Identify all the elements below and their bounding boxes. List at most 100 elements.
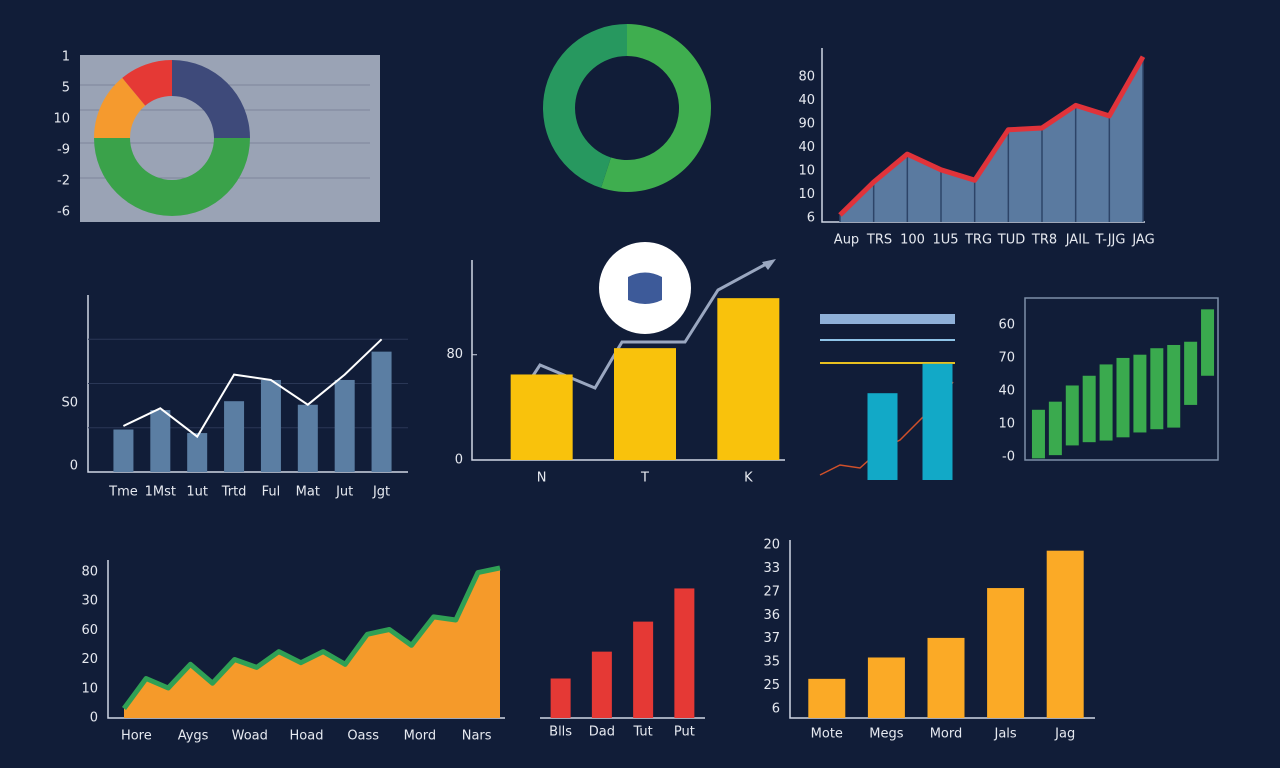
- y-axis-label: 10: [798, 164, 815, 179]
- y-axis-label: 40: [798, 93, 815, 108]
- y-axis-label: 0: [70, 459, 78, 474]
- bar: [334, 379, 355, 472]
- y-axis-label: 27: [763, 584, 780, 599]
- x-tick-label: Put: [674, 725, 695, 740]
- bar: [371, 351, 392, 472]
- y-axis-label: -9: [57, 143, 70, 158]
- y-tick-label: 80: [446, 347, 463, 362]
- y-axis-label: 10: [53, 112, 70, 127]
- y-axis-label: 37: [763, 631, 780, 646]
- x-tick-label: JAIL: [1065, 233, 1090, 248]
- bar: [674, 588, 695, 718]
- x-tick-label: Jag: [1054, 727, 1075, 742]
- x-tick-label: Mote: [811, 727, 843, 742]
- bar: [614, 348, 676, 460]
- range-bar: [1167, 344, 1181, 428]
- donut-segment: [542, 23, 627, 188]
- area: [840, 56, 1143, 223]
- donut-segment: [94, 138, 250, 216]
- range-bar: [1048, 401, 1062, 456]
- bar: [550, 678, 571, 718]
- line: [122, 338, 383, 439]
- y-axis-label: 6: [807, 211, 815, 226]
- x-tick-label: Hoad: [290, 729, 324, 744]
- y-axis-label: 20: [763, 538, 780, 553]
- x-tick-label: 1U5: [932, 233, 958, 248]
- range-bar: [1082, 375, 1096, 443]
- x-tick-label: Tut: [632, 725, 652, 740]
- bar: [922, 363, 953, 480]
- y-axis-label: 80: [798, 70, 815, 85]
- y-axis-label: 36: [763, 608, 780, 623]
- x-tick-label: N: [537, 471, 547, 486]
- bar: [591, 651, 612, 718]
- x-tick-label: Megs: [869, 727, 903, 742]
- x-tick-label: TUD: [997, 233, 1025, 248]
- x-tick-label: 1ut: [186, 485, 208, 500]
- y-axis-label: 10: [81, 681, 98, 696]
- y-axis-label: 25: [763, 678, 780, 693]
- icon: [628, 272, 662, 304]
- x-tick-label: Dad: [589, 725, 615, 740]
- line: [121, 565, 501, 710]
- y-axis-label: 6: [772, 702, 780, 717]
- bar: [1046, 550, 1084, 718]
- panel-box: [1024, 297, 1219, 461]
- bar: [297, 404, 318, 472]
- x-tick-label: Woad: [232, 729, 268, 744]
- donut-segment: [122, 60, 172, 106]
- bar: [867, 393, 898, 480]
- y-axis-label: 5: [62, 81, 70, 96]
- x-tick-label: T-JJG: [1095, 233, 1126, 248]
- range-bar: [1099, 364, 1113, 441]
- x-tick-label: Mord: [404, 729, 437, 744]
- x-tick-label: Tme: [108, 485, 138, 500]
- range-bar: [1065, 385, 1079, 446]
- bar: [867, 657, 905, 718]
- donut-segment: [601, 24, 711, 193]
- arrow-head: [762, 259, 776, 270]
- y-axis-label: -2: [57, 174, 70, 189]
- y-axis-label: 80: [81, 565, 98, 580]
- x-tick-label: Jals: [994, 727, 1017, 742]
- bar: [808, 678, 846, 718]
- x-tick-label: TRG: [964, 233, 992, 248]
- bar: [717, 298, 780, 460]
- x-tick-label: Aup: [834, 233, 859, 248]
- x-tick-label: Hore: [121, 729, 152, 744]
- y-axis-label: 30: [81, 594, 98, 609]
- bar: [927, 637, 965, 718]
- bar: [113, 429, 134, 472]
- y-axis-label: 60: [81, 623, 98, 638]
- decor-bar: [820, 314, 955, 324]
- range-bar: [1184, 341, 1198, 405]
- y-axis-label: S0: [61, 396, 78, 411]
- x-tick-label: 1Mst: [145, 485, 176, 500]
- y-axis-label: 70: [998, 351, 1015, 366]
- y-axis-label: 60: [998, 318, 1015, 333]
- y-tick-label: 0: [455, 453, 463, 468]
- trend-arrow: [515, 261, 769, 401]
- y-axis-label: 10: [998, 417, 1015, 432]
- x-tick-label: Mord: [930, 727, 963, 742]
- range-bar: [1133, 354, 1147, 433]
- y-axis-label: 35: [763, 655, 780, 670]
- range-bar: [1031, 409, 1045, 459]
- bar: [187, 433, 208, 472]
- y-axis-label: 40: [798, 140, 815, 155]
- x-tick-label: Oass: [347, 729, 379, 744]
- bar: [224, 401, 245, 472]
- x-tick-label: JAG: [1131, 233, 1154, 248]
- y-axis-label: -0: [1002, 450, 1015, 465]
- x-tick-label: TRS: [866, 233, 892, 248]
- y-axis-label: 33: [763, 561, 780, 576]
- x-tick-label: Mat: [296, 485, 320, 500]
- x-tick-label: Aygs: [178, 729, 209, 744]
- x-tick-label: Jgt: [372, 485, 390, 500]
- range-bar: [1150, 348, 1164, 430]
- range-bar: [1201, 309, 1215, 376]
- x-tick-label: 100: [900, 233, 925, 248]
- x-tick-label: Jut: [335, 485, 353, 500]
- range-bar: [1116, 357, 1130, 438]
- donut-segment: [94, 77, 146, 138]
